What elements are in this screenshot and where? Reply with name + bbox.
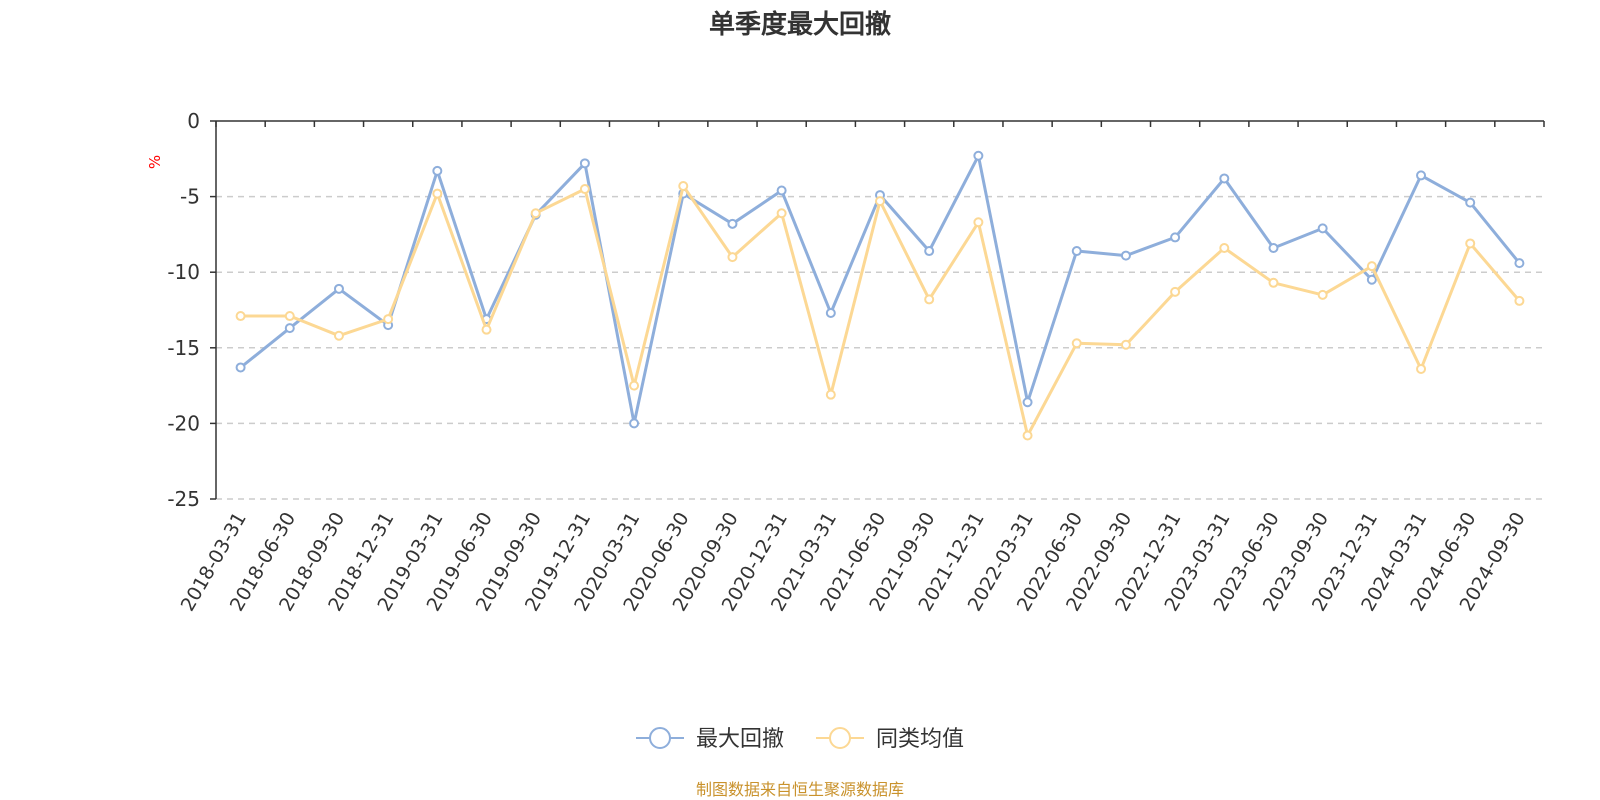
data-point [579, 158, 590, 169]
data-point [1366, 274, 1377, 285]
data-point [875, 196, 885, 207]
data-point [481, 324, 492, 335]
data-point [1219, 243, 1230, 254]
axes: 0-5-10-15-20-252018-03-312018-06-302018-… [167, 109, 1545, 615]
data-point [973, 150, 984, 161]
data-point [1071, 246, 1082, 257]
y-tick-label: 0 [187, 109, 200, 133]
data-point [235, 362, 246, 373]
chart-title: 单季度最大回撤 [709, 9, 891, 40]
y-tick-label: -25 [167, 487, 200, 511]
legend-marker-icon [649, 727, 671, 749]
data-point [776, 208, 787, 219]
y-axis-unit-label: % [146, 155, 164, 169]
data-point [825, 389, 836, 400]
data-point [1170, 232, 1181, 243]
data-point [924, 294, 935, 305]
data-point [530, 208, 541, 219]
data-point [1514, 258, 1525, 269]
data-point [825, 308, 836, 319]
data-point [1465, 238, 1476, 249]
data-point [235, 311, 246, 322]
data-point [432, 165, 443, 176]
data-source-note: 制图数据来自恒生聚源数据库 [696, 780, 904, 799]
data-point [1120, 339, 1131, 350]
y-tick-label: -20 [167, 411, 200, 435]
legend-marker-icon [829, 727, 851, 749]
data-point [1022, 397, 1033, 408]
data-point [727, 218, 738, 229]
data-point [629, 380, 640, 391]
data-point [1366, 261, 1377, 272]
data-point [1170, 286, 1181, 297]
series-layer [235, 150, 1525, 441]
data-point [284, 311, 295, 322]
data-point [629, 418, 640, 429]
data-point [973, 217, 984, 228]
data-point [924, 246, 935, 257]
data-point [727, 252, 738, 263]
data-point [1268, 277, 1279, 288]
data-point [333, 330, 344, 341]
data-point [1268, 243, 1279, 254]
data-point [1120, 250, 1131, 261]
legend[interactable]: 最大回撤 同类均值 [636, 727, 964, 752]
series-line [240, 184, 1521, 437]
data-point [1514, 295, 1525, 306]
y-tick-label: -5 [180, 185, 200, 209]
data-point [1071, 338, 1082, 349]
legend-item-1[interactable]: 同类均值 [816, 727, 964, 752]
y-tick-label: -15 [167, 336, 200, 360]
data-point [1465, 197, 1476, 208]
data-point [284, 323, 295, 334]
legend-item-0[interactable]: 最大回撤 [636, 727, 784, 752]
data-point [1219, 173, 1230, 184]
legend-label: 最大回撤 [696, 727, 784, 752]
data-point [776, 185, 787, 196]
data-point [678, 181, 689, 192]
series-1 [235, 181, 1525, 441]
y-tick-label: -10 [167, 260, 200, 284]
data-point [1317, 223, 1328, 234]
data-point [1416, 363, 1427, 374]
data-point [383, 314, 394, 325]
legend-label: 同类均值 [876, 727, 964, 752]
data-point [432, 188, 443, 199]
data-point [1416, 170, 1427, 181]
data-point [1022, 430, 1033, 441]
data-point [1317, 289, 1328, 300]
data-point [333, 283, 344, 294]
data-point [579, 184, 590, 195]
